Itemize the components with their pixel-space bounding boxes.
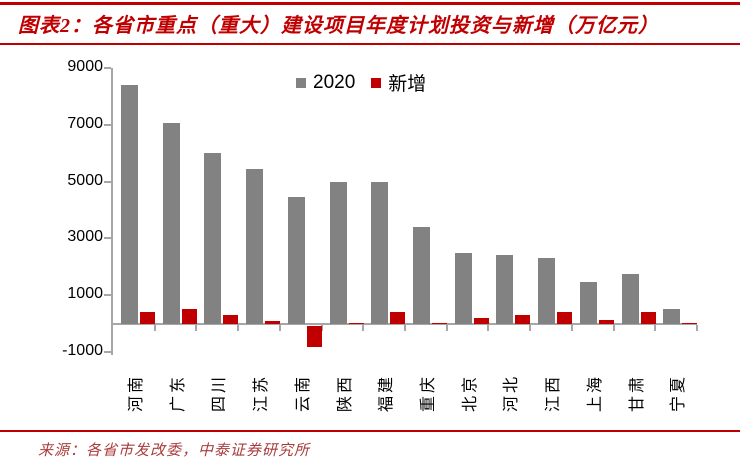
x-axis-tick: [195, 324, 198, 331]
x-axis-tick: [278, 324, 281, 331]
x-axis-label: 宁夏: [655, 374, 697, 412]
x-axis-label-text: 四川: [211, 373, 229, 413]
x-axis-label-text: 江西: [545, 373, 563, 413]
bar-new: [682, 322, 698, 324]
bar-2020: [204, 153, 222, 324]
bar-2020: [246, 168, 264, 324]
legend-label-2020: 2020: [313, 71, 356, 93]
bar-new: [557, 312, 573, 324]
x-axis-tick: [612, 324, 615, 331]
y-axis-tick: [104, 294, 111, 297]
x-axis-label-text: 北京: [461, 373, 479, 413]
bar-2020: [413, 227, 430, 324]
y-axis-label: 1000: [67, 285, 103, 303]
header-top-rule: [0, 2, 740, 5]
x-axis-tick: [487, 324, 490, 331]
x-axis-label: 四川: [196, 374, 238, 412]
x-axis-label-text: 江苏: [253, 373, 271, 413]
y-axis-tick: [104, 67, 111, 69]
x-axis-tick: [696, 324, 698, 331]
bar-2020: [579, 282, 597, 324]
x-axis-label-text: 云南: [294, 373, 312, 413]
y-axis-line: [111, 68, 113, 355]
x-axis-tick: [404, 324, 406, 331]
x-axis-zero-line: [111, 322, 697, 325]
bar-2020: [287, 197, 305, 324]
bar-2020: [538, 258, 556, 324]
x-axis-label-text: 河北: [503, 373, 521, 413]
x-axis-tick: [445, 324, 448, 331]
x-axis-tick: [654, 324, 657, 331]
legend-swatch-gray: [296, 77, 306, 88]
chart-legend: 2020 新增: [296, 69, 442, 96]
y-axis-label: 7000: [67, 114, 103, 132]
bar-new: [348, 322, 364, 324]
x-axis-tick: [529, 324, 532, 331]
x-axis-tick: [570, 324, 573, 331]
bar-new: [598, 320, 614, 324]
bar-new: [515, 315, 531, 324]
bar-2020: [454, 252, 472, 324]
bar-new: [265, 321, 281, 324]
y-axis-label: 5000: [67, 171, 103, 189]
bar-new: [432, 322, 447, 324]
x-axis-label: 河南: [113, 374, 155, 412]
x-axis-label-text: 河南: [127, 373, 145, 413]
legend-label-new: 新增: [388, 74, 427, 95]
y-axis-tick: [104, 123, 111, 126]
x-axis-label: 广东: [155, 374, 197, 412]
x-axis-label: 重庆: [405, 374, 447, 412]
x-axis-label: 陕西: [322, 374, 364, 412]
x-axis-label: 云南: [280, 374, 322, 412]
bar-2020: [162, 123, 180, 324]
bar-new: [140, 312, 155, 324]
y-axis-tick: [104, 237, 111, 240]
plot-area: [104, 67, 698, 355]
bar-new: [390, 312, 406, 324]
legend-item-new: 新增: [371, 69, 426, 96]
legend-item-2020: 2020: [296, 72, 355, 94]
bar-new: [306, 325, 322, 347]
y-axis-label: -1000: [62, 342, 103, 359]
x-axis-label: 河北: [488, 374, 530, 412]
x-axis-label-text: 陕西: [336, 373, 354, 413]
x-axis-label: 福建: [363, 374, 405, 412]
bar-new: [640, 311, 656, 324]
footer-rule: [0, 430, 740, 432]
bar-2020: [121, 85, 138, 324]
x-axis-label-text: 甘肃: [628, 373, 646, 413]
legend-swatch-red: [371, 77, 382, 88]
x-axis-label-text: 上海: [586, 373, 604, 413]
bar-new: [223, 315, 239, 324]
x-axis-label: 北京: [447, 374, 489, 412]
x-axis-label-text: 福建: [378, 373, 396, 413]
x-axis-label-text: 重庆: [419, 373, 437, 413]
x-axis-tick: [153, 324, 156, 331]
bar-new: [181, 309, 197, 324]
y-axis-tick: [104, 351, 111, 353]
x-axis-label: 甘肃: [614, 374, 656, 412]
bar-2020: [371, 181, 389, 324]
figure-title: 图表2：各省市重点（重大）建设项目年度计划投资与新增（万亿元）: [18, 15, 659, 37]
x-axis-label: 上海: [572, 374, 614, 412]
x-axis-tick: [362, 324, 365, 331]
header-bottom-rule: [0, 43, 740, 45]
y-axis-tick: [104, 180, 111, 183]
x-axis-label: 江西: [530, 374, 572, 412]
x-axis-label: 江苏: [238, 374, 280, 412]
y-axis-label: 3000: [67, 228, 103, 246]
y-axis-label: 9000: [67, 58, 103, 75]
x-axis-label-text: 广东: [169, 373, 187, 413]
x-axis-label-text: 宁夏: [670, 373, 688, 413]
source-note: 来源：各省市发改委，中泰证券研究所: [38, 443, 311, 459]
bar-new: [473, 317, 489, 324]
bar-2020: [663, 308, 681, 324]
x-axis-tick: [237, 324, 240, 331]
bar-2020: [496, 255, 514, 324]
bar-2020: [329, 181, 347, 324]
bar-2020: [621, 273, 639, 324]
